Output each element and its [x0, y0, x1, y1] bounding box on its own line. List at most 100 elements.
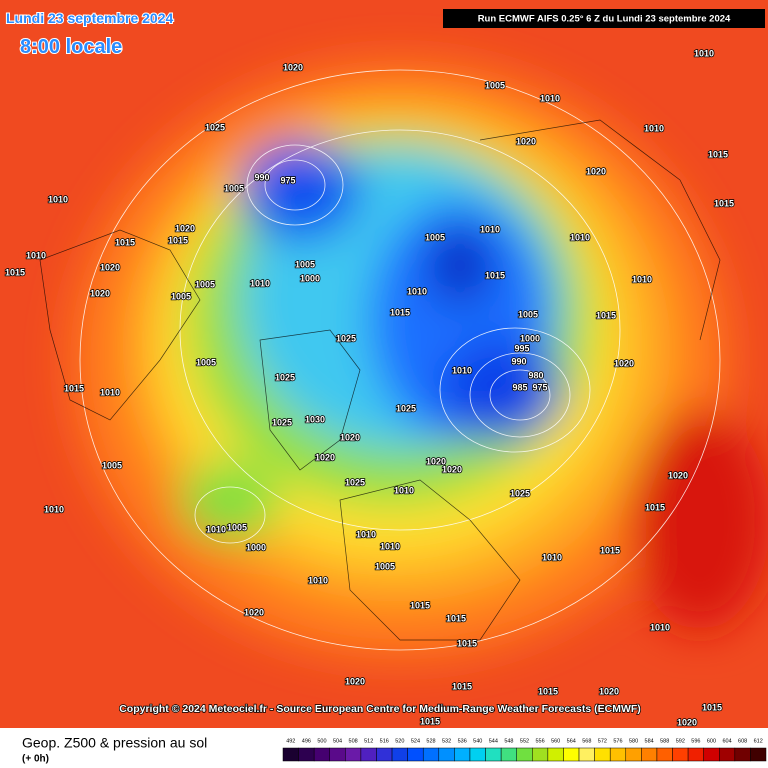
legend-swatch [313, 747, 330, 762]
legend-label: 492 [286, 738, 295, 744]
isobar-label: 1015 [64, 383, 84, 393]
copyright: Copyright © 2024 Meteociel.fr - Source E… [119, 703, 641, 715]
legend-label: 580 [629, 738, 638, 744]
isobar-label: 1005 [224, 183, 244, 193]
legend-swatch [391, 747, 408, 762]
legend-label: 544 [489, 738, 498, 744]
isobar-label: 1015 [390, 307, 410, 317]
legend-swatch [547, 747, 564, 762]
isobar-label: 1005 [196, 357, 216, 367]
geopotential-field [0, 0, 768, 728]
isobar-label: 1015 [452, 681, 472, 691]
isobar-label: 980 [528, 370, 543, 380]
isobar-label: 1010 [356, 529, 376, 539]
legend-label: 556 [535, 738, 544, 744]
isobar-label: 1025 [345, 477, 365, 487]
legend-label: 576 [613, 738, 622, 744]
legend-swatch [563, 747, 580, 762]
isobar-label: 1020 [100, 262, 120, 272]
legend-swatch [532, 747, 549, 762]
legend-label: 532 [442, 738, 451, 744]
legend-label: 572 [598, 738, 607, 744]
legend-label: 516 [380, 738, 389, 744]
isobar-label: 1005 [485, 80, 505, 90]
legend-label: 592 [676, 738, 685, 744]
legend-label: 596 [691, 738, 700, 744]
legend-label: 604 [722, 738, 731, 744]
legend-swatch [516, 747, 533, 762]
isobar-label: 990 [254, 172, 269, 182]
isobar-label: 1000 [246, 542, 266, 552]
legend-label: 560 [551, 738, 560, 744]
isobar-label: 1020 [340, 432, 360, 442]
local-time: 8:00 locale [20, 36, 122, 58]
legend-label: 552 [520, 738, 529, 744]
legend-swatch [641, 747, 658, 762]
legend-label: 608 [738, 738, 747, 744]
legend-swatch [734, 747, 751, 762]
legend-label: 496 [302, 738, 311, 744]
legend-swatch [407, 747, 424, 762]
run-info: Run ECMWF AIFS 0.25° 6 Z du Lundi 23 sep… [478, 14, 731, 25]
legend-label: 568 [582, 738, 591, 744]
isobar-label: 1020 [516, 136, 536, 146]
legend: 492 496 500 504 508 512 516 520 524 528 532 536 540 5… [282, 738, 767, 762]
legend-swatch [329, 747, 346, 762]
legend-swatch [360, 747, 377, 762]
legend-swatch [298, 747, 315, 762]
legend-swatch [750, 747, 767, 762]
isobar-label: 1015 [115, 237, 135, 247]
isobar-label: 1015 [538, 686, 558, 696]
legend-swatch [469, 747, 486, 762]
isobar-label: 1010 [452, 365, 472, 375]
isobar-label: 1020 [677, 717, 697, 727]
legend-swatch [703, 747, 720, 762]
isobar-label: 1015 [457, 638, 477, 648]
isobar-label: 1015 [600, 545, 620, 555]
isobar-label: 1015 [708, 149, 728, 159]
isobar-label: 1020 [442, 464, 462, 474]
isobar-label: 985 [512, 382, 527, 392]
isobar-label: 1025 [205, 122, 225, 132]
legend-label: 600 [707, 738, 716, 744]
isobar-label: 1020 [426, 456, 446, 466]
isobar-label: 1015 [446, 613, 466, 623]
isobar-label: 1010 [650, 622, 670, 632]
isobar-label: 1025 [275, 372, 295, 382]
legend-label: 528 [426, 738, 435, 744]
legend-label: 512 [364, 738, 373, 744]
legend-label: 500 [317, 738, 326, 744]
isobar-label: 1010 [100, 387, 120, 397]
isobar-label: 975 [280, 175, 295, 185]
isobar-label: 1010 [570, 232, 590, 242]
isobar-label: 1010 [394, 485, 414, 495]
isobar-label: 1010 [694, 48, 714, 58]
isobar-label: 1020 [599, 686, 619, 696]
legend-label: 612 [754, 738, 763, 744]
isobar-label: 975 [532, 382, 547, 392]
isobar-label: 1005 [227, 522, 247, 532]
isobar-label: 1020 [668, 470, 688, 480]
isobar-label: 1010 [250, 278, 270, 288]
isobar-label: 1020 [315, 452, 335, 462]
isobar-label: 1010 [480, 224, 500, 234]
legend-swatch [672, 747, 689, 762]
isobar-label: 1010 [540, 93, 560, 103]
legend-swatch [438, 747, 455, 762]
legend-swatch [422, 747, 440, 762]
legend-label: 540 [473, 738, 482, 744]
isobar-label: 1005 [518, 309, 538, 319]
legend-swatch [656, 747, 673, 762]
isobar-label: 1010 [206, 524, 226, 534]
isobar-label: 1010 [308, 575, 328, 585]
isobar-label: 1020 [586, 166, 606, 176]
isobar-label: 1015 [714, 198, 734, 208]
footer-title: Geop. Z500 & pression au sol [22, 735, 207, 751]
legend-swatch [719, 747, 736, 762]
isobar-label: 1015 [596, 310, 616, 320]
isobar-label: 1005 [195, 279, 215, 289]
legend-label: 504 [333, 738, 342, 744]
isobar-label: 1015 [645, 502, 665, 512]
legend-label: 584 [645, 738, 654, 744]
